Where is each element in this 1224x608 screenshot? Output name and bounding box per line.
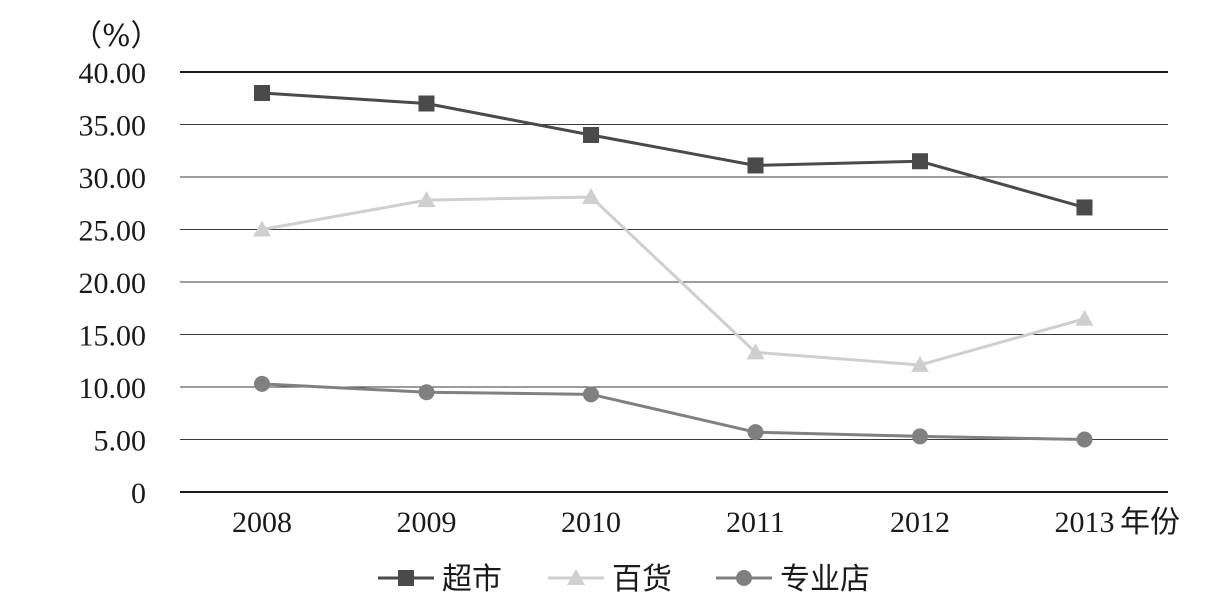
x-tick-label: 2008 [232,506,292,539]
legend-marker [736,570,752,586]
series-0 [254,85,1093,216]
legend-item: 超市 [378,562,502,597]
series-2 [254,375,1093,448]
y-tick-label: 10.00 [79,372,147,405]
data-point [253,220,271,237]
x-tick-label: 2013 [1055,506,1115,539]
data-point [747,157,764,174]
legend-marker [567,569,585,585]
data-point [418,95,435,112]
data-point [254,85,270,101]
series-line [261,195,1085,367]
x-tick-label: 2010 [561,506,621,539]
data-point [583,127,599,143]
legend-item: 百货 [548,562,672,597]
legend-label: 超市 [442,562,502,597]
y-tick-label: 0 [131,477,146,510]
y-tick-label: 40.00 [79,57,147,90]
series-line [261,91,1085,209]
legend-marker [398,570,414,586]
series-line [261,382,1085,441]
data-point [746,343,765,360]
series-layer [253,85,1094,448]
data-point [912,428,928,445]
x-axis-label: 年份 [1120,505,1180,540]
legend-label: 百货 [612,562,672,597]
legend-item: 专业店 [716,562,870,597]
y-axis-ticks: 0 5.00 10.00 15.00 20.00 25.00 30.00 35.00 40.00 [79,57,147,510]
y-tick-label: 20.00 [79,267,147,300]
series-1 [253,187,1094,372]
data-point [911,355,929,372]
data-point [418,384,435,401]
y-tick-label: 15.00 [79,320,147,353]
data-point [747,424,764,441]
y-tick-label: 25.00 [79,215,147,248]
y-tick-label: 5.00 [94,425,147,458]
x-axis-ticks: 2008 2009 2010 2011 2012 2013 [232,506,1115,539]
data-point [254,375,270,392]
data-point [1075,309,1094,326]
data-point [583,386,599,403]
legend: 超市 百货 专业店 [378,562,870,597]
data-point [1076,431,1093,448]
legend-label: 专业店 [780,562,870,597]
data-point [912,153,928,170]
x-tick-label: 2012 [890,506,950,539]
data-point [417,191,436,208]
data-point [1076,199,1093,216]
y-tick-label: 35.00 [79,110,147,143]
x-tick-label: 2009 [397,506,457,539]
x-tick-label: 2011 [726,506,785,539]
gridlines [180,71,1168,493]
y-axis-unit: （%） [72,19,161,54]
y-tick-label: 30.00 [79,162,147,195]
data-point [582,187,600,204]
